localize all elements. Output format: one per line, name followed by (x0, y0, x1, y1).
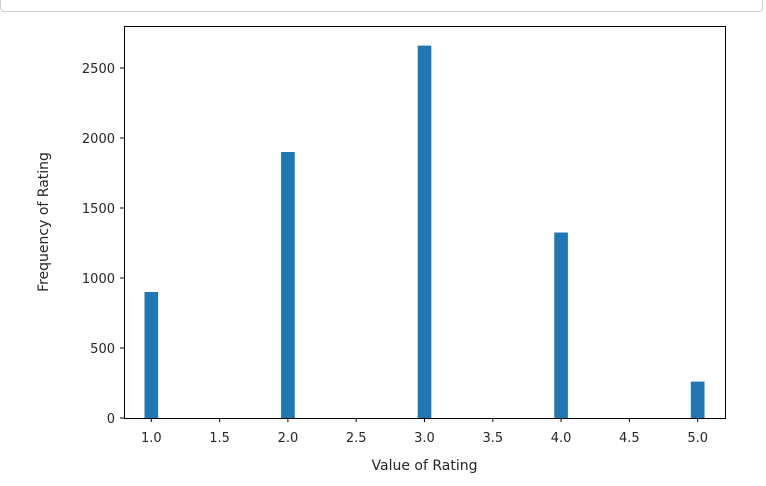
x-tick-label: 1.5 (209, 431, 230, 446)
y-tick-label: 500 (90, 342, 115, 357)
x-axis-label: Value of Rating (372, 458, 478, 474)
y-tick-label: 2500 (82, 62, 115, 77)
notebook-cell-frame (0, 0, 763, 12)
bars (144, 45, 705, 418)
x-tick-label: 5.0 (687, 431, 708, 446)
x-tick-label: 3.5 (482, 431, 503, 446)
bar-5 (690, 381, 705, 418)
y-tick-label: 1500 (82, 202, 115, 217)
y-axis-label: Frequency of Rating (36, 152, 52, 292)
bar-3 (417, 45, 432, 418)
bar-2 (281, 152, 295, 418)
x-tick-label: 4.5 (619, 431, 640, 446)
x-tick-label: 4.0 (551, 431, 572, 446)
y-axis-ticks: 0 500 1000 1500 2000 2500 (82, 62, 124, 427)
y-tick-label: 1000 (82, 272, 115, 287)
y-tick-label: 0 (107, 412, 115, 427)
x-axis-ticks: 1.0 1.5 2.0 2.5 3.0 3.5 4.0 4.5 5.0 (141, 418, 708, 446)
y-tick-label: 2000 (82, 132, 115, 147)
x-tick-label: 1.0 (141, 431, 162, 446)
x-tick-label: 2.0 (278, 431, 299, 446)
bar-1 (144, 292, 159, 418)
x-tick-label: 2.5 (346, 431, 367, 446)
bar-4 (554, 232, 568, 418)
x-tick-label: 3.0 (414, 431, 435, 446)
